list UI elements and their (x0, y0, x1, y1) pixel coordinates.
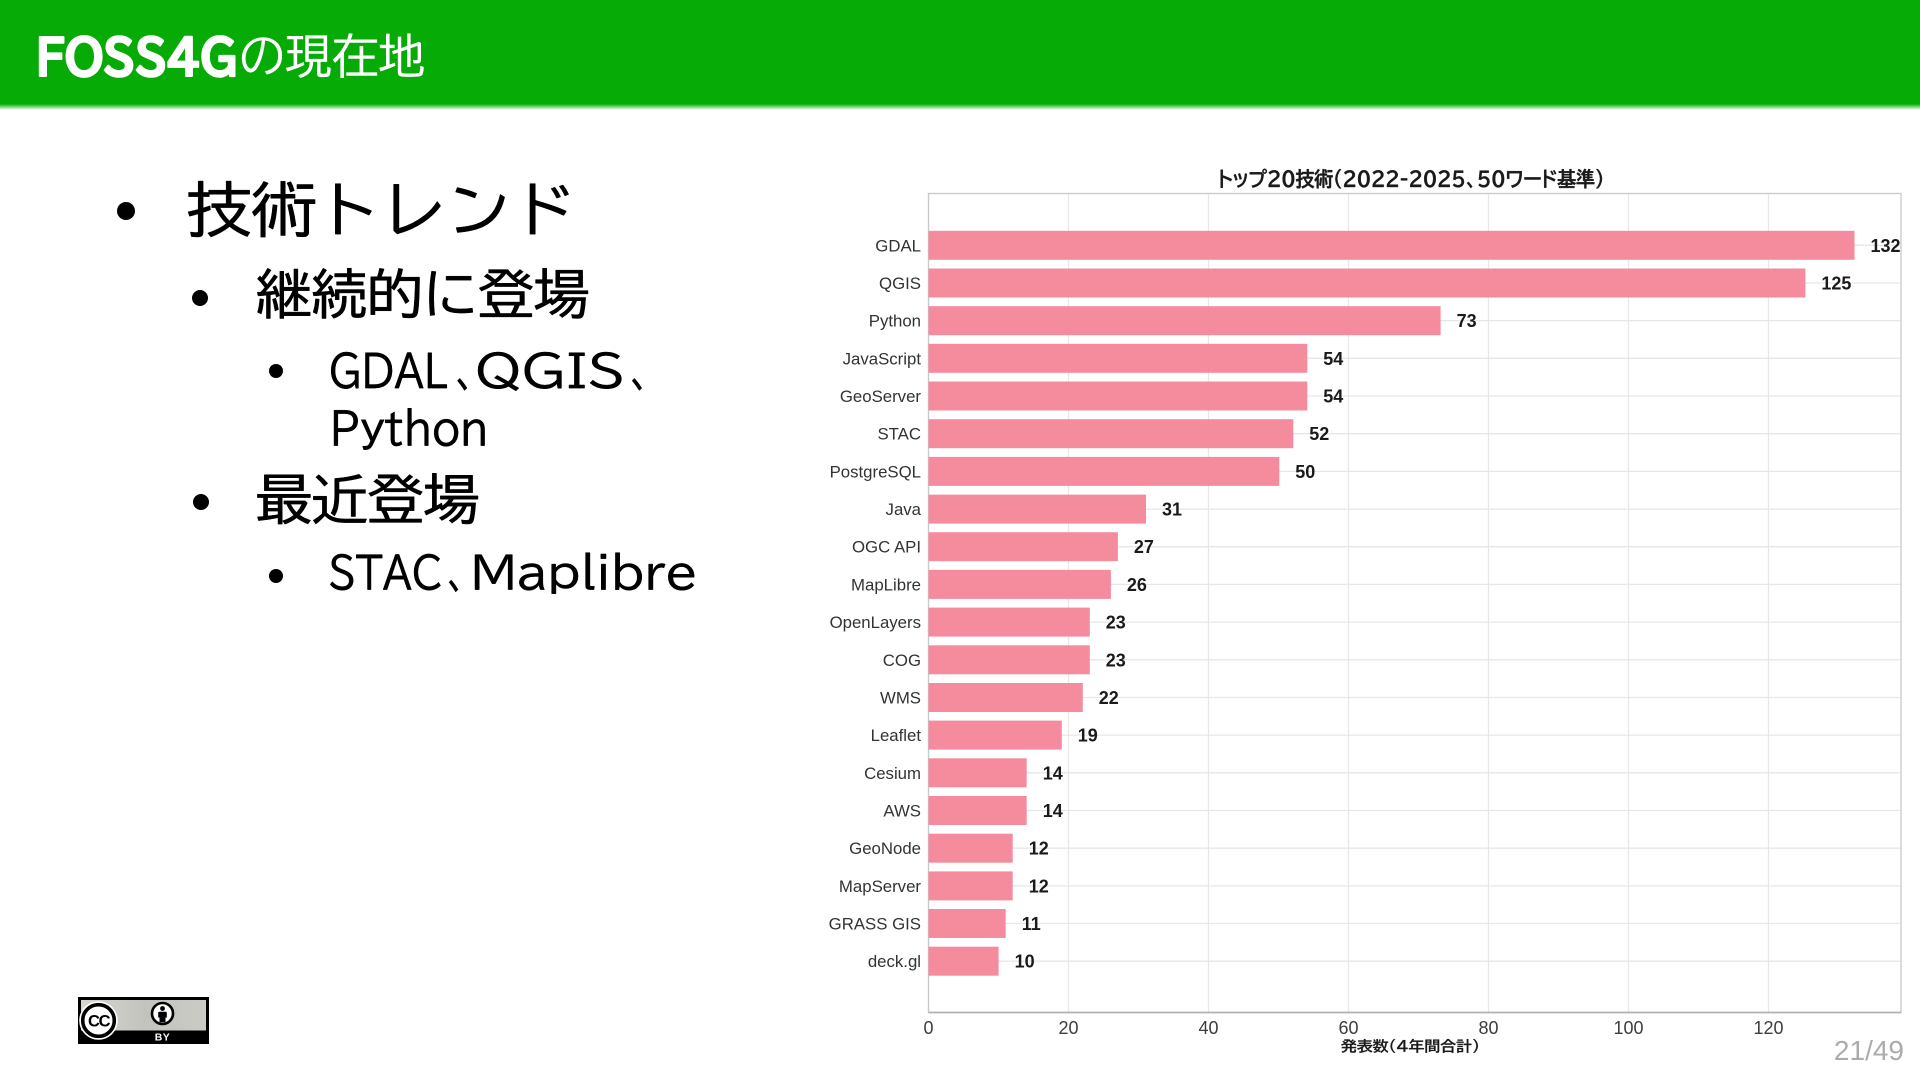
svg-text:JavaScript: JavaScript (843, 349, 922, 368)
svg-text:23: 23 (1106, 650, 1126, 670)
svg-text:31: 31 (1162, 500, 1182, 520)
svg-text:0: 0 (923, 1018, 933, 1038)
svg-text:14: 14 (1043, 763, 1063, 783)
svg-text:120: 120 (1753, 1018, 1783, 1038)
svg-text:WMS: WMS (880, 689, 921, 708)
svg-text:54: 54 (1323, 349, 1343, 369)
svg-text:12: 12 (1029, 839, 1049, 859)
svg-text:GRASS GIS: GRASS GIS (829, 915, 921, 934)
svg-text:Leaflet: Leaflet (871, 726, 922, 745)
svg-text:54: 54 (1323, 387, 1343, 407)
svg-text:60: 60 (1338, 1018, 1358, 1038)
svg-text:20: 20 (1058, 1018, 1078, 1038)
svg-text:19: 19 (1078, 726, 1098, 746)
svg-text:100: 100 (1613, 1018, 1643, 1038)
svg-text:QGIS: QGIS (879, 274, 921, 293)
svg-text:CC: CC (88, 1013, 111, 1031)
svg-text:50: 50 (1295, 462, 1315, 482)
svg-text:11: 11 (1022, 914, 1041, 934)
svg-text:GeoNode: GeoNode (849, 839, 921, 858)
svg-text:Cesium: Cesium (864, 764, 921, 783)
svg-text:COG: COG (883, 651, 921, 670)
svg-text:23: 23 (1106, 613, 1126, 633)
svg-text:BY: BY (155, 1032, 171, 1044)
svg-text:22: 22 (1099, 688, 1119, 708)
svg-text:40: 40 (1198, 1018, 1218, 1038)
svg-text:Java: Java (886, 500, 922, 519)
svg-text:GeoServer: GeoServer (840, 387, 922, 406)
svg-text:STAC: STAC (877, 425, 921, 444)
svg-text:OpenLayers: OpenLayers (830, 613, 921, 632)
svg-text:OGC API: OGC API (852, 538, 921, 557)
svg-text:21/49: 21/49 (1834, 1035, 1904, 1066)
svg-text:80: 80 (1478, 1018, 1498, 1038)
svg-text:52: 52 (1309, 424, 1329, 444)
svg-text:Python: Python (869, 312, 921, 331)
svg-text:AWS: AWS (883, 802, 921, 821)
svg-text:MapServer: MapServer (839, 877, 921, 896)
svg-text:132: 132 (1871, 236, 1901, 256)
svg-text:26: 26 (1127, 575, 1147, 595)
svg-text:MapLibre: MapLibre (851, 575, 921, 594)
svg-text:73: 73 (1457, 311, 1477, 331)
svg-text:10: 10 (1015, 952, 1035, 972)
svg-text:PostgreSQL: PostgreSQL (830, 462, 921, 481)
svg-text:GDAL: GDAL (875, 236, 921, 255)
svg-text:125: 125 (1821, 274, 1851, 294)
svg-text:14: 14 (1043, 801, 1063, 821)
svg-text:12: 12 (1029, 876, 1049, 896)
svg-text:deck.gl: deck.gl (868, 952, 921, 971)
svg-text:27: 27 (1134, 537, 1154, 557)
